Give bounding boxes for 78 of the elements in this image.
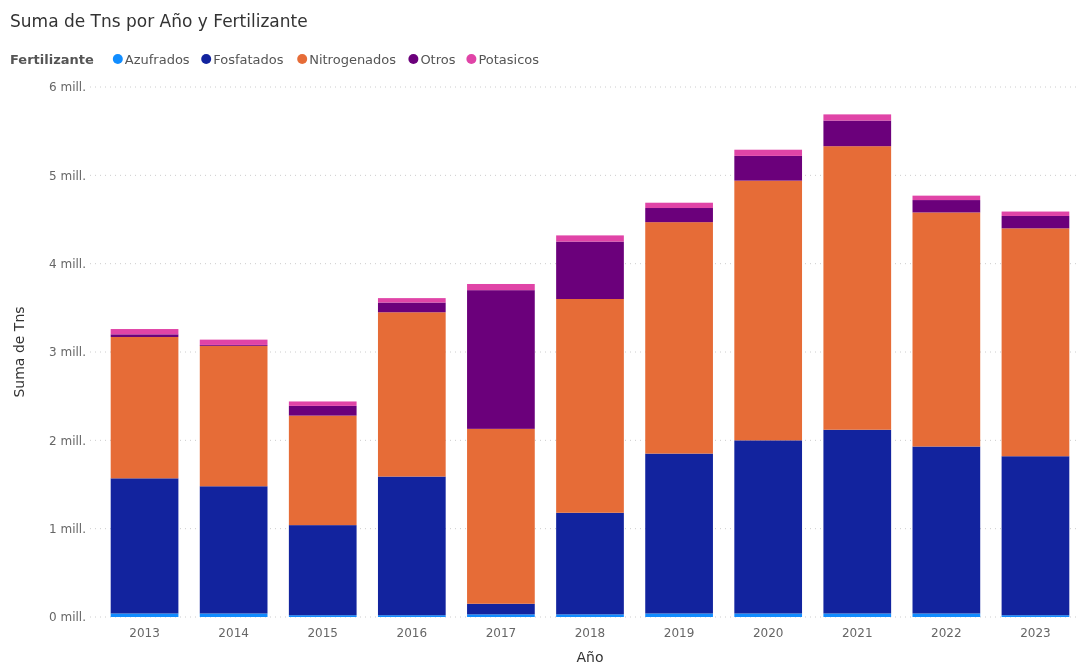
x-axis-title: Año [576, 649, 604, 665]
bar [467, 290, 535, 429]
bar [110, 613, 179, 617]
bar [110, 334, 179, 337]
bar [823, 613, 892, 617]
bar [199, 339, 268, 345]
bar [645, 202, 713, 209]
bar [823, 114, 892, 121]
x-tick-label: 2016 [396, 626, 428, 640]
legend-label: Azufrados [124, 52, 190, 67]
bar [734, 440, 803, 614]
bar [1001, 228, 1070, 457]
bar [556, 241, 624, 299]
bar [734, 149, 803, 156]
legend-label: Fosfatados [213, 52, 284, 67]
bar [288, 525, 357, 616]
y-axis-title: Suma de Tns [11, 306, 27, 398]
bar [199, 486, 268, 614]
x-tick-label: 2015 [307, 626, 338, 640]
bar [645, 453, 713, 614]
bar [556, 235, 624, 242]
bar [912, 195, 981, 201]
x-tick-label: 2023 [1020, 626, 1051, 640]
y-tick-label: 0 mill. [49, 610, 86, 625]
bar [1001, 456, 1070, 616]
bar [467, 428, 535, 604]
legend-title: Fertilizante [10, 52, 94, 67]
bar [377, 302, 446, 313]
x-tick-label: 2022 [931, 626, 962, 640]
y-tick-label: 6 mill. [49, 80, 86, 95]
bar [467, 614, 535, 617]
bar [823, 146, 892, 430]
bar [645, 222, 713, 454]
bar [912, 613, 981, 617]
bar [377, 476, 446, 616]
y-tick-label: 3 mill. [49, 345, 86, 360]
bar [556, 614, 624, 617]
x-tick-label: 2017 [485, 626, 517, 640]
legend-label: Otros [420, 52, 456, 67]
bar [734, 180, 803, 441]
bar [199, 613, 268, 617]
bar [377, 312, 446, 477]
bar [288, 415, 357, 526]
bar [734, 613, 803, 617]
legend-label: Nitrogenados [309, 52, 397, 67]
bar [556, 299, 624, 513]
x-tick-label: 2018 [574, 626, 606, 640]
bar [467, 603, 535, 615]
bar [467, 283, 535, 291]
x-tick-label: 2013 [129, 626, 160, 640]
bar [1001, 215, 1070, 229]
bar [110, 329, 179, 335]
bar [110, 478, 179, 614]
bar [823, 429, 892, 614]
bar [734, 155, 803, 181]
y-tick-label: 4 mill. [49, 256, 86, 271]
y-tick-label: 2 mill. [49, 433, 86, 448]
bar [912, 200, 981, 213]
bar [288, 405, 357, 416]
bar [1001, 211, 1070, 216]
y-tick-label: 5 mill. [49, 168, 86, 183]
x-tick-label: 2019 [663, 626, 695, 640]
bar [110, 336, 179, 479]
bar [912, 446, 981, 614]
bar [199, 345, 268, 487]
chart-title: Suma de Tns por Año y Fertilizante [10, 11, 308, 31]
x-tick-label: 2014 [218, 626, 249, 640]
legend-label: Potasicos [478, 52, 540, 67]
bar [645, 208, 713, 223]
bar [377, 298, 446, 303]
bar [556, 512, 624, 615]
bar [823, 120, 892, 147]
x-tick-label: 2020 [752, 626, 784, 640]
bar [288, 401, 357, 406]
bar [645, 613, 713, 617]
y-tick-label: 1 mill. [49, 521, 86, 536]
bar [912, 212, 981, 447]
x-tick-label: 2021 [842, 626, 873, 640]
